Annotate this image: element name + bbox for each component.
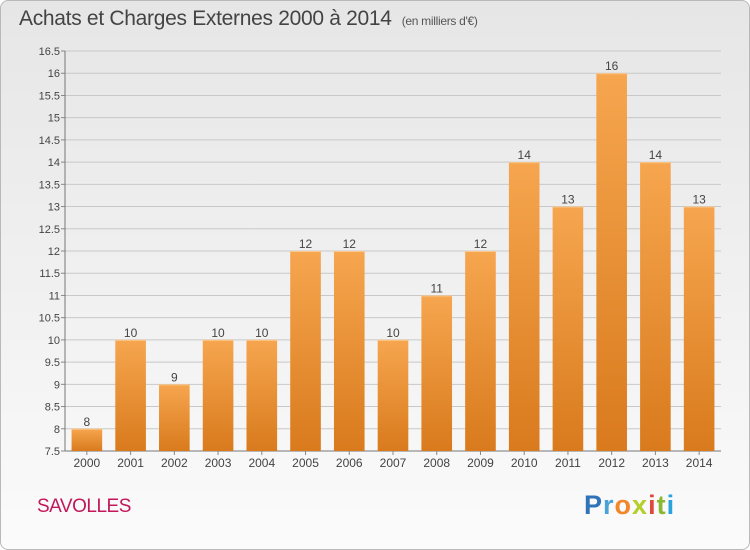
x-tick-label: 2004	[248, 456, 275, 470]
data-label: 10	[255, 326, 269, 340]
y-tick-label: 15.5	[39, 90, 60, 102]
y-tick-label: 12.5	[39, 224, 60, 236]
x-tick-label: 2002	[161, 456, 188, 470]
y-tick-label: 11.5	[39, 268, 60, 280]
x-tick-label: 2013	[642, 456, 669, 470]
y-tick-label: 7.5	[45, 446, 60, 458]
bar-2005	[290, 251, 321, 451]
bar-2011	[552, 206, 584, 451]
x-tick-label: 2005	[292, 456, 319, 470]
bar-2001	[115, 339, 146, 451]
data-label: 12	[343, 237, 357, 251]
chart-subtitle: (en milliers d'€)	[401, 14, 478, 28]
label-layer: 8 2000 10 2001 9 2002 10 2003 10 2004 12 2005 12 2006…	[74, 59, 713, 470]
chart-title-block: Achats et Charges Externes 2000 à 2014 (e…	[19, 7, 478, 31]
bar-2013	[640, 162, 671, 451]
data-label: 10	[211, 326, 225, 340]
data-label: 10	[124, 326, 138, 340]
x-tick-label: 2003	[205, 456, 232, 470]
logo-letter: t	[656, 490, 667, 520]
bar-2002	[159, 384, 190, 451]
data-label: 11	[430, 281, 443, 295]
bar-2012	[596, 73, 627, 451]
x-tick-label: 2009	[467, 456, 494, 470]
chart-title: Achats et Charges Externes 2000 à 2014	[19, 7, 392, 30]
y-tick-label: 8.5	[45, 402, 60, 414]
y-tick-label: 10.5	[39, 313, 60, 325]
y-tick-label: 13.5	[39, 179, 60, 191]
y-tick-label: 10	[48, 335, 60, 347]
bar-2009	[465, 251, 496, 451]
logo-letter: i	[648, 490, 657, 520]
bar-2006	[333, 251, 365, 451]
y-tick-label: 15	[48, 113, 60, 125]
bar-2010	[508, 162, 540, 451]
data-label: 13	[561, 193, 575, 207]
y-tick-label: 13	[48, 202, 60, 214]
data-label: 10	[386, 326, 400, 340]
data-label: 14	[518, 148, 532, 162]
logo-letter: o	[614, 490, 633, 520]
data-label: 9	[171, 370, 178, 384]
y-tick-label: 16	[48, 68, 60, 80]
data-label: 12	[299, 237, 313, 251]
y-tick-label: 12	[48, 246, 60, 258]
bar-2008	[421, 295, 453, 451]
x-tick-label: 2012	[598, 456, 625, 470]
bar-2014	[683, 206, 715, 451]
bar-2003	[202, 339, 234, 451]
logo-letter: r	[603, 490, 615, 520]
data-label: 14	[649, 148, 663, 162]
y-tick-label: 11	[49, 290, 60, 302]
x-tick-label: 2006	[336, 456, 363, 470]
data-label: 8	[84, 415, 91, 429]
data-label: 16	[605, 59, 619, 73]
x-tick-label: 2010	[511, 456, 538, 470]
x-tick-label: 2001	[117, 456, 144, 470]
bar-2004	[246, 339, 278, 451]
proxiti-logo: Proxiti	[584, 490, 675, 521]
x-tick-label: 2008	[423, 456, 450, 470]
y-tick-label: 14	[48, 157, 60, 169]
data-label: 12	[474, 237, 488, 251]
y-tick-label: 9.5	[45, 357, 60, 369]
location-name: SAVOLLES	[37, 496, 131, 517]
y-tick-label: 14.5	[39, 135, 60, 147]
x-tick-label: 2007	[380, 456, 407, 470]
data-label: 13	[692, 193, 706, 207]
bar-2007	[377, 339, 409, 451]
x-tick-label: 2011	[555, 456, 581, 470]
logo-letter: i	[666, 490, 676, 520]
y-tick-label: 16.5	[39, 46, 60, 58]
bar-layer	[71, 73, 715, 451]
logo-letter: P	[584, 490, 604, 520]
y-tick-label: 8	[54, 424, 60, 436]
y-tick-label: 9	[54, 379, 60, 391]
x-tick-label: 2000	[74, 456, 101, 470]
bar-2000	[71, 428, 103, 451]
logo-letter: x	[632, 490, 649, 520]
x-tick-label: 2014	[686, 456, 713, 470]
